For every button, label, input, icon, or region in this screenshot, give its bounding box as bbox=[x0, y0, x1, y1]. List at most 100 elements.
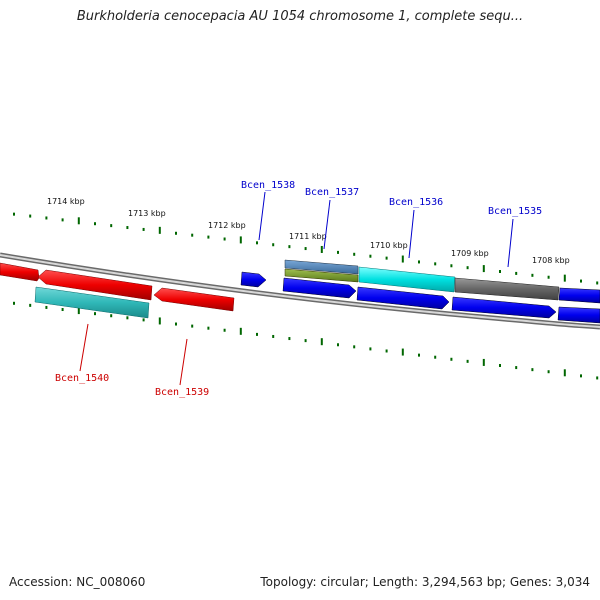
cds-reverse-left-edge[interactable] bbox=[0, 262, 40, 282]
cds-forward-lower-3[interactable] bbox=[451, 296, 557, 319]
outer-minor-tick bbox=[547, 275, 550, 279]
kbp-label-1710: 1710 kbp bbox=[370, 241, 408, 250]
cds-forward-lower-2[interactable] bbox=[356, 286, 450, 310]
outer-minor-tick bbox=[499, 270, 501, 273]
inner-minor-tick bbox=[418, 353, 420, 357]
cds-forward-bcen-1536[interactable] bbox=[358, 266, 456, 293]
inner-minor-tick bbox=[94, 312, 96, 316]
outer-major-tick bbox=[563, 274, 566, 282]
cds-forward-bcen-1535[interactable] bbox=[454, 277, 560, 301]
chromosome-backbone bbox=[0, 252, 600, 330]
outer-minor-tick bbox=[515, 271, 518, 275]
outer-minor-tick bbox=[418, 260, 420, 264]
outer-minor-tick bbox=[13, 212, 15, 216]
inner-minor-tick bbox=[175, 322, 177, 326]
inner-major-tick bbox=[320, 338, 323, 346]
cds-forward-bcen-1538[interactable] bbox=[240, 271, 267, 288]
kbp-label-1709: 1709 kbp bbox=[451, 249, 489, 258]
accession-text: Accession: NC_008060 bbox=[9, 575, 146, 589]
outer-minor-tick bbox=[61, 218, 64, 222]
inner-minor-tick bbox=[29, 303, 32, 307]
kbp-scale-labels: 1714 kbp 1713 kbp 1712 kbp 1711 kbp 1710… bbox=[47, 197, 570, 265]
outer-minor-tick bbox=[434, 262, 437, 266]
cds-forward-bcen-1537-a[interactable] bbox=[284, 259, 359, 275]
outer-minor-tick bbox=[223, 237, 226, 241]
gene-label-bcen-1539[interactable]: Bcen_1539 bbox=[155, 387, 209, 398]
outer-minor-tick bbox=[175, 231, 177, 235]
inner-minor-tick bbox=[369, 347, 372, 351]
outer-minor-tick bbox=[110, 224, 113, 228]
gene-label-bcen-1535[interactable]: Bcen_1535 bbox=[488, 206, 542, 217]
cds-forward-bcen-1537-b[interactable] bbox=[284, 268, 359, 283]
cds-reverse-1[interactable] bbox=[37, 269, 153, 301]
gene-label-bcen-1538[interactable]: Bcen_1538 bbox=[241, 180, 295, 191]
forward-strand-features bbox=[240, 259, 600, 324]
inner-minor-tick bbox=[126, 316, 129, 320]
inner-minor-tick bbox=[272, 334, 275, 338]
kbp-label-1712: 1712 kbp bbox=[208, 221, 246, 230]
kbp-label-1708: 1708 kbp bbox=[532, 256, 570, 265]
leader-bcen-1536 bbox=[408, 209, 415, 259]
kbp-label-1711: 1711 kbp bbox=[289, 232, 327, 241]
outer-minor-tick bbox=[385, 256, 388, 260]
outer-minor-tick bbox=[450, 264, 453, 268]
leader-bcen-1535 bbox=[507, 218, 514, 268]
outer-minor-tick bbox=[596, 281, 599, 285]
inner-major-tick bbox=[239, 327, 242, 335]
inner-minor-tick bbox=[288, 337, 291, 341]
cds-reverse-2[interactable] bbox=[153, 287, 235, 312]
outer-major-tick bbox=[239, 236, 242, 244]
inner-minor-tick bbox=[466, 359, 469, 363]
inner-minor-tick bbox=[110, 314, 113, 318]
outer-major-tick bbox=[401, 255, 404, 263]
outer-minor-tick bbox=[369, 254, 372, 258]
inner-minor-tick bbox=[191, 324, 194, 328]
outer-minor-tick bbox=[142, 227, 145, 231]
outer-major-tick bbox=[158, 226, 161, 234]
leader-bcen-1538 bbox=[258, 191, 266, 241]
inner-minor-tick bbox=[337, 343, 339, 347]
inner-minor-tick bbox=[142, 318, 145, 322]
inner-minor-tick bbox=[256, 332, 258, 336]
gene-label-bcen-1536[interactable]: Bcen_1536 bbox=[389, 197, 443, 208]
leader-bcen-1540 bbox=[79, 323, 89, 372]
gene-label-bcen-1537[interactable]: Bcen_1537 bbox=[305, 187, 359, 198]
backbone-highlight bbox=[0, 254, 600, 328]
outer-minor-tick bbox=[45, 216, 48, 220]
outer-minor-tick bbox=[272, 243, 275, 247]
tick-row-inner bbox=[13, 301, 599, 380]
cds-forward-lower-1[interactable] bbox=[282, 277, 357, 299]
outer-minor-tick bbox=[94, 222, 96, 226]
inner-major-tick bbox=[482, 358, 485, 366]
inner-minor-tick bbox=[207, 326, 210, 330]
outer-minor-tick bbox=[29, 214, 32, 218]
inner-minor-tick bbox=[45, 305, 48, 309]
inner-major-tick bbox=[158, 317, 161, 325]
inner-minor-tick bbox=[580, 374, 582, 378]
inner-minor-tick bbox=[547, 370, 550, 374]
outer-minor-tick bbox=[304, 247, 307, 251]
gene-label-bcen-1540[interactable]: Bcen_1540 bbox=[55, 373, 109, 384]
cds-reverse-bcen-1540[interactable] bbox=[34, 286, 150, 319]
topology-summary-text: Topology: circular; Length: 3,294,563 bp… bbox=[260, 575, 590, 589]
outer-minor-tick bbox=[531, 273, 534, 277]
gene-labels: Bcen_1538 Bcen_1537 Bcen_1536 Bcen_1535 … bbox=[55, 180, 542, 398]
inner-minor-tick bbox=[385, 349, 388, 353]
cds-forward-right-edge[interactable] bbox=[558, 287, 600, 304]
outer-minor-tick bbox=[126, 226, 129, 230]
outer-major-tick bbox=[482, 265, 485, 273]
map-title: Burkholderia cenocepacia AU 1054 chromos… bbox=[76, 9, 524, 24]
inner-minor-tick bbox=[499, 364, 501, 367]
outer-minor-tick bbox=[288, 245, 291, 249]
tick-row-outer bbox=[13, 212, 599, 285]
outer-minor-tick bbox=[580, 279, 582, 283]
inner-major-tick bbox=[563, 369, 566, 377]
inner-major-tick bbox=[77, 307, 80, 315]
inner-minor-tick bbox=[61, 308, 64, 312]
outer-minor-tick bbox=[337, 250, 339, 254]
reverse-strand-features bbox=[0, 262, 235, 319]
outer-minor-tick bbox=[207, 235, 210, 239]
cds-forward-lower-edge[interactable] bbox=[557, 306, 600, 324]
